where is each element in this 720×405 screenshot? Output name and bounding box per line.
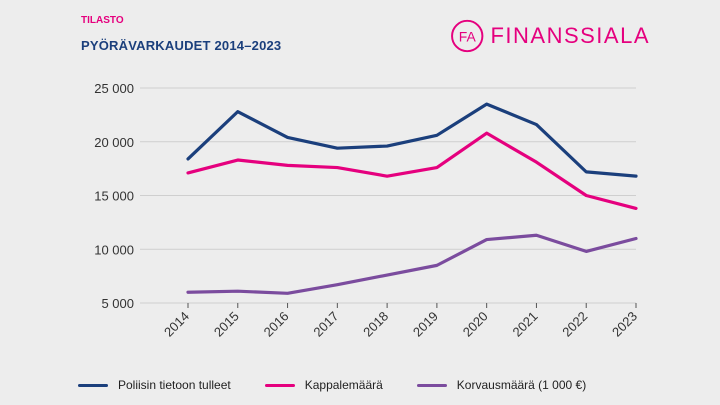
legend-item-2: Kappalemäärä [264,378,383,392]
x-tick-label: 2018 [360,309,391,340]
x-tick-label: 2023 [609,309,640,340]
series-2-point [286,164,289,167]
series-3-point [286,292,289,295]
logo-mark-icon: FA [451,19,484,53]
series-layer [186,102,638,295]
x-tick-label: 2017 [310,309,341,340]
x-tick-label: 2019 [410,309,441,340]
chart-title: PYÖRÄVARKAUDET 2014–2023 [81,38,282,53]
series-1-point [634,174,638,178]
logo-mark-text: FA [459,28,477,44]
series-1-point [435,134,439,137]
series-1-point [535,123,538,126]
line-chart: 5 000 10 000 15 000 20 000 25 000 2014 2015 201… [94,81,640,340]
series-2-point [634,207,638,210]
x-tick-label: 2021 [510,309,541,340]
series-2-point [336,166,339,169]
series-2-point [186,171,190,175]
series-line-3 [186,233,638,295]
chart-legend: Poliisin tietoon tulleet Kappalemäärä Korv… [78,376,698,394]
series-1-point [585,170,588,174]
series-3-point [634,237,638,240]
grid-layer [140,87,636,304]
legend-swatch [78,383,108,387]
legend-swatch [264,383,295,387]
series-1-point [236,110,239,113]
series-3-point [585,250,588,253]
series-1-point [485,102,488,106]
series-line-2 [186,131,638,210]
x-tick-label: 2022 [559,309,590,340]
series-2-point [535,160,538,164]
finanssiala-logo: FA FINANSSIALA [450,15,650,57]
series-2-point [385,174,389,178]
series-3-point [186,291,190,294]
series-2-point [485,131,488,135]
series-1-point [186,157,190,161]
chart-kicker: TILASTO [81,15,124,26]
series-2-point [585,194,588,197]
x-tick-label: 2015 [211,309,242,340]
logo-text: FINANSSIALA [490,23,650,48]
series-3-point [236,289,239,293]
legend-label: Kappalemäärä [304,378,383,392]
legend-swatch [416,383,447,387]
legend-label: Poliisin tietoon tulleet [118,378,231,392]
y-tick-label: 25 000 [94,81,134,96]
series-3-point [535,234,538,237]
x-tick-label: 2020 [460,309,491,340]
y-tick-label: 10 000 [94,242,134,257]
axis-layer: 5 000 10 000 15 000 20 000 25 000 2014 2015 201… [94,81,640,340]
y-tick-label: 15 000 [94,189,134,204]
series-2-point [435,166,439,169]
series-2-point [236,158,239,162]
legend-item-1: Poliisin tietoon tulleet [78,378,231,392]
x-tick-label: 2014 [161,309,192,340]
x-tick-label: 2016 [261,309,292,340]
series-3-point [385,273,389,277]
y-tick-label: 20 000 [94,135,134,150]
series-1-point [336,147,339,150]
series-3-point [336,283,339,286]
legend-label: Korvausmäärä (1 000 €) [456,378,587,392]
series-3-point [485,238,488,241]
series-3-point [435,264,439,267]
series-1-point [286,136,289,139]
series-1-point [385,144,389,148]
y-tick-label: 5 000 [101,296,134,311]
legend-item-3: Korvausmäärä (1 000 €) [416,378,587,392]
series-line-1 [186,102,638,178]
